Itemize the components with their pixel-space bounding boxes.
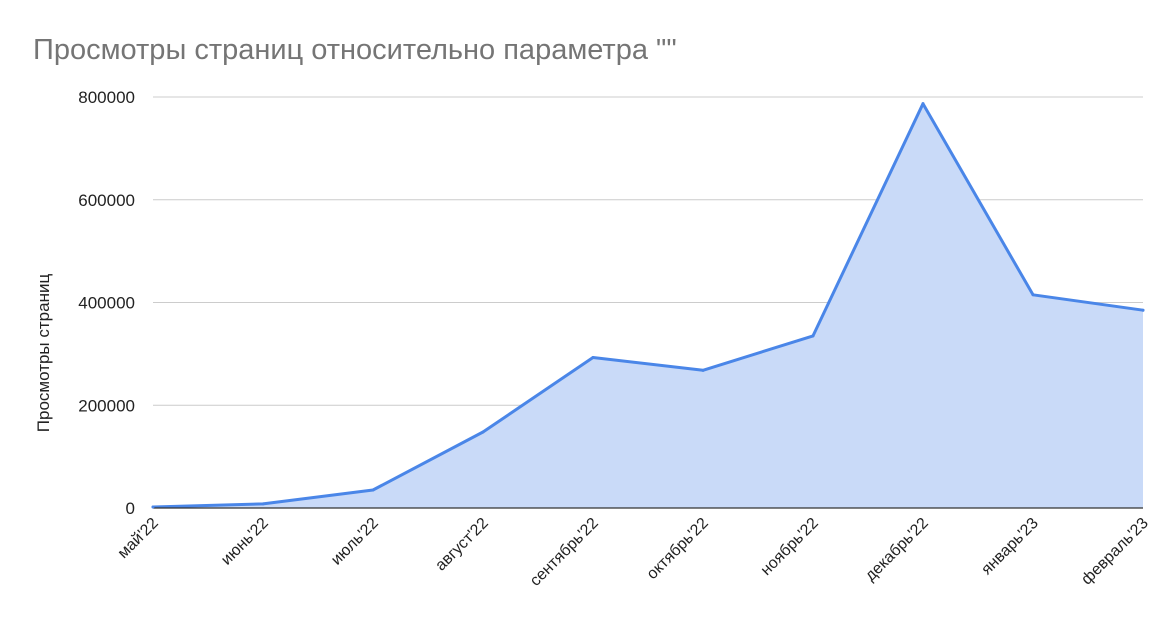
x-tick-label: сентябрь'22 [527, 515, 602, 590]
x-tick-label: октябрь'22 [644, 515, 712, 583]
data-point [1031, 293, 1035, 297]
data-point [371, 488, 375, 492]
series-line [151, 102, 1145, 509]
x-tick-label: июнь'22 [218, 515, 272, 569]
x-tick-label: июль'22 [328, 515, 382, 569]
y-tick-label: 0 [126, 499, 135, 518]
y-tick-label: 800000 [78, 88, 135, 107]
data-point [921, 102, 925, 106]
y-tick-label: 600000 [78, 191, 135, 210]
y-tick-label: 400000 [78, 294, 135, 313]
x-axis-ticks: май'22 июнь'22 июль'22 август'22 сентябрь'22… [115, 515, 1152, 590]
x-tick-label: ноябрь'22 [758, 515, 822, 579]
data-point [261, 502, 265, 506]
y-tick-label: 200000 [78, 396, 135, 415]
x-tick-label: декабрь'22 [862, 515, 932, 585]
data-point [591, 355, 595, 359]
data-point [701, 368, 705, 372]
y-axis-label: Просмотры страниц [34, 274, 53, 433]
x-tick-label: февраль'23 [1078, 515, 1152, 589]
data-point [811, 334, 815, 338]
data-point [151, 505, 155, 509]
area-fill [153, 103, 1143, 508]
x-tick-label: январь'23 [978, 515, 1042, 579]
data-point [481, 430, 485, 434]
x-tick-label: май'22 [115, 515, 162, 562]
data-point [1141, 308, 1145, 312]
data-points [151, 102, 1145, 509]
chart-title: Просмотры страниц относительно параметра… [33, 34, 677, 66]
y-axis-ticks: 0 200000 400000 600000 800000 [78, 88, 135, 518]
x-tick-label: август'22 [432, 515, 492, 575]
